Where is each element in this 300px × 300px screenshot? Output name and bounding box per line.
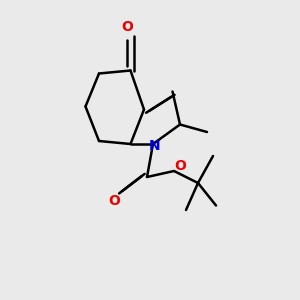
Text: N: N (149, 139, 160, 152)
Text: O: O (108, 194, 120, 208)
Text: O: O (122, 20, 134, 34)
Text: O: O (175, 159, 187, 172)
